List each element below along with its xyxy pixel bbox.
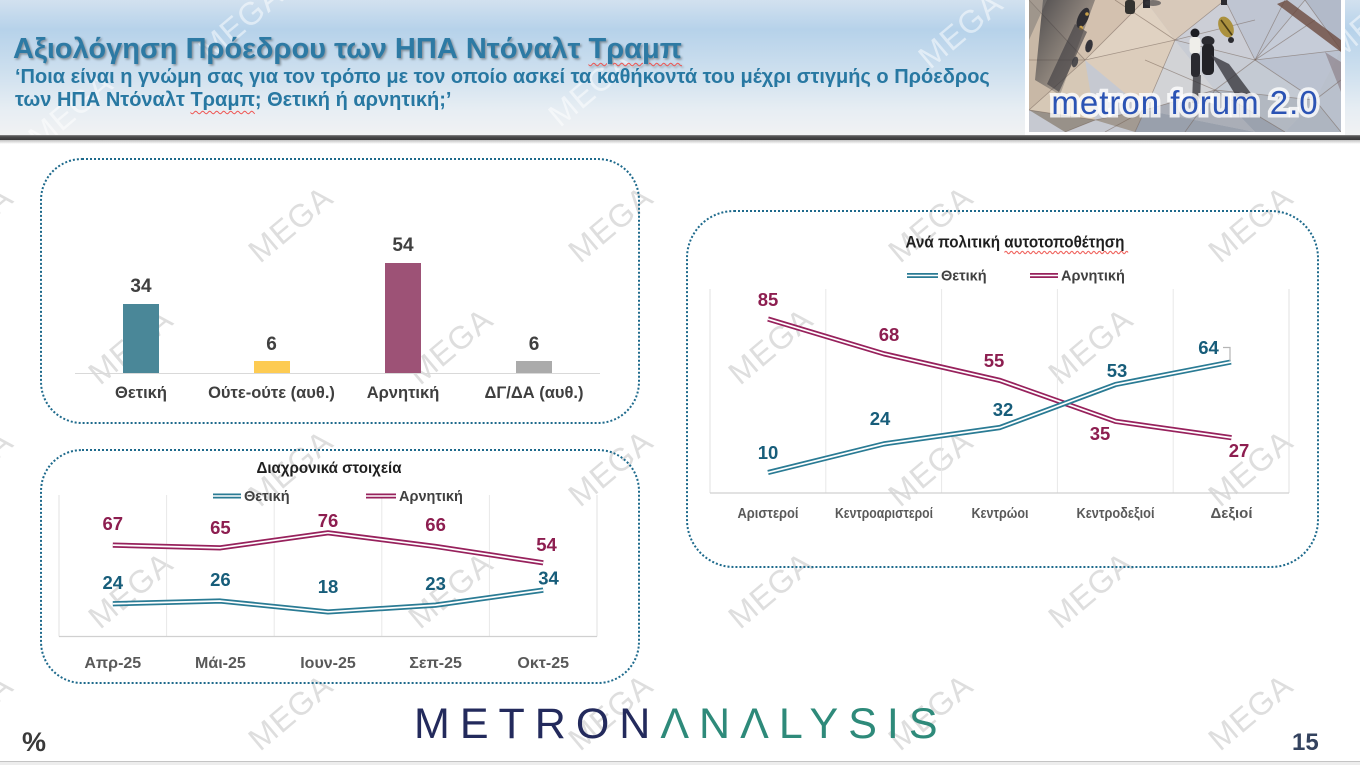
svg-text:Θετική: Θετική <box>244 489 290 505</box>
svg-text:Κεντροδεξιοί: Κεντροδεξιοί <box>1077 506 1155 522</box>
svg-text:Απρ-25: Απρ-25 <box>84 655 141 672</box>
svg-text:10: 10 <box>758 442 779 463</box>
svg-text:66: 66 <box>425 514 446 535</box>
svg-text:24: 24 <box>870 408 891 429</box>
svg-text:68: 68 <box>879 324 900 345</box>
svg-text:Αριστεροί: Αριστεροί <box>738 506 799 522</box>
svg-text:67: 67 <box>103 513 124 534</box>
svg-text:Σεπ-25: Σεπ-25 <box>409 655 462 672</box>
svg-text:27: 27 <box>1229 440 1250 461</box>
svg-text:Αρνητική: Αρνητική <box>1061 269 1125 285</box>
svg-text:MEGA: MEGA <box>1201 667 1299 758</box>
svg-text:24: 24 <box>103 572 124 593</box>
svg-text:Κεντρώοι: Κεντρώοι <box>972 506 1029 522</box>
svg-text:Διαχρονικά στοιχεία: Διαχρονικά στοιχεία <box>257 460 402 477</box>
svg-text:MEGA: MEGA <box>0 423 20 514</box>
svg-text:metron forum 2.0: metron forum 2.0 <box>1051 84 1318 121</box>
svg-text:35: 35 <box>1090 423 1111 444</box>
svg-text:34: 34 <box>538 568 559 589</box>
svg-text:65: 65 <box>210 517 231 538</box>
svg-text:23: 23 <box>425 573 446 594</box>
svg-text:Κεντροαριστεροί: Κεντροαριστεροί <box>835 506 933 522</box>
svg-text:76: 76 <box>318 510 339 531</box>
svg-text:Ιουν-25: Ιουν-25 <box>300 655 356 672</box>
svg-text:MEGA: MEGA <box>911 0 1009 75</box>
svg-text:Δεξιοί: Δεξιοί <box>1211 506 1253 522</box>
svg-text:54: 54 <box>536 534 557 555</box>
svg-text:53: 53 <box>1107 360 1128 381</box>
svg-text:Θετική: Θετική <box>941 269 987 285</box>
svg-text:55: 55 <box>984 350 1005 371</box>
svg-text:26: 26 <box>210 569 231 590</box>
svg-text:Μάι-25: Μάι-25 <box>195 655 246 672</box>
svg-text:18: 18 <box>318 576 339 597</box>
svg-text:Ανά πολιτική αυτοτοποθέτηση: Ανά πολιτική αυτοτοποθέτηση <box>906 234 1125 252</box>
svg-text:Αρνητική: Αρνητική <box>399 489 463 505</box>
svg-text:64: 64 <box>1198 337 1219 358</box>
svg-text:MEGA: MEGA <box>0 179 20 270</box>
svg-text:32: 32 <box>993 399 1014 420</box>
svg-text:Οκτ-25: Οκτ-25 <box>517 655 569 672</box>
svg-text:85: 85 <box>758 289 779 310</box>
svg-text:metron forum 2.0: metron forum 2.0 <box>1051 84 1318 121</box>
svg-text:MEGA: MEGA <box>0 667 20 758</box>
